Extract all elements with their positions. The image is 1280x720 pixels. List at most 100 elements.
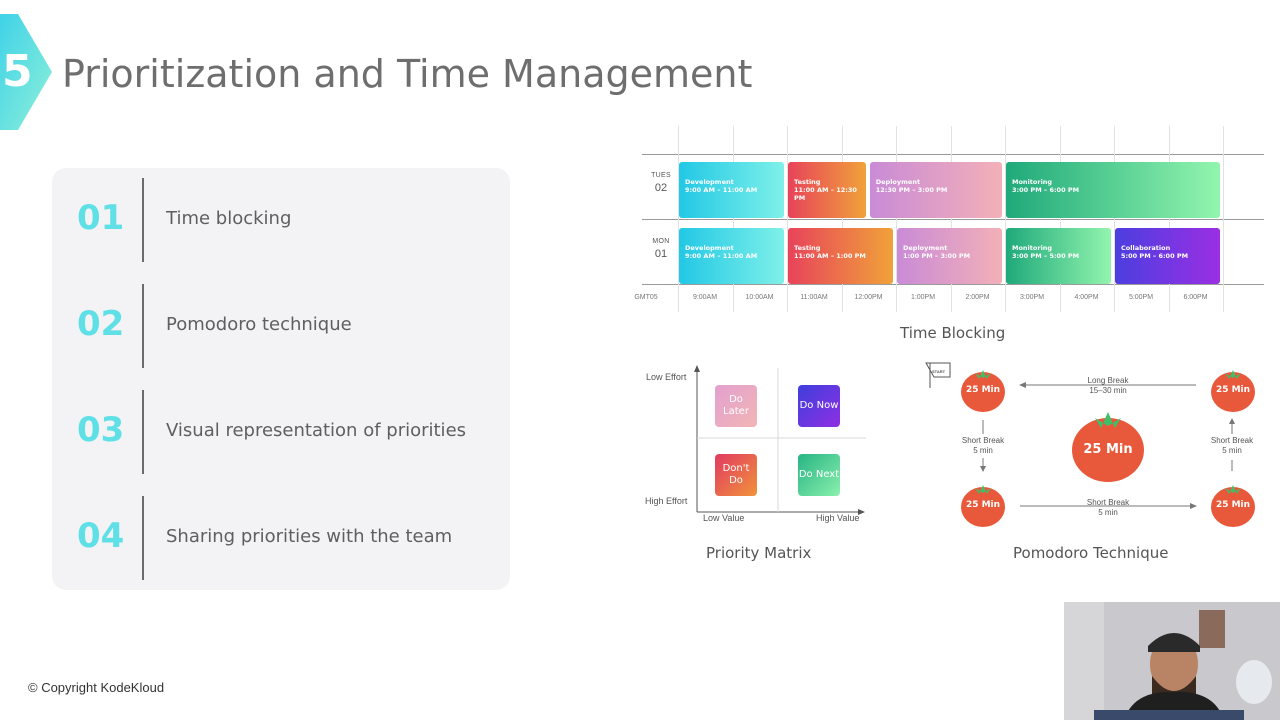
time-block-name: Testing	[794, 178, 821, 186]
topic-item: 02 Pomodoro technique	[52, 284, 510, 368]
section-number: 5	[2, 46, 33, 97]
tomato-label: 25 Min	[965, 500, 1001, 510]
hour-gridline	[841, 126, 843, 312]
short-break-time: 5 min	[1222, 446, 1242, 455]
time-block-range: 3:00 PM – 6:00 PM	[1012, 186, 1080, 194]
slide-title: Prioritization and Time Management	[62, 52, 753, 96]
topic-number: 03	[77, 410, 125, 450]
time-tick-label: 9:00AM	[692, 294, 718, 301]
topic-label: Pomodoro technique	[166, 314, 352, 335]
time-block-development: Development 9:00 AM – 11:00 AM	[679, 162, 784, 218]
hour-gridline	[787, 126, 788, 312]
time-block-name: Collaboration	[1121, 244, 1171, 252]
priority-matrix: Low Effort High Effort Low Value High Va…	[640, 362, 880, 530]
time-tick-label: 3:00PM	[1019, 294, 1045, 301]
time-tick-label: 4:00PM	[1074, 294, 1099, 301]
tomato-top-right: 25 Min	[1209, 365, 1257, 413]
time-block-range: 11:00 AM – 1:00 PM	[794, 252, 866, 260]
row-line	[642, 284, 1264, 285]
time-block-deployment: Deployment 12:30 PM – 3:00 PM	[869, 162, 1002, 218]
short-break-text: Short Break	[961, 436, 1005, 445]
time-block-range: 3:00 PM – 5:00 PM	[1012, 252, 1080, 260]
time-block-deployment: Deployment 1:00 PM – 3:00 PM	[897, 228, 1002, 284]
time-block-range: 9:00 AM – 11:00 AM	[685, 252, 758, 260]
tomato-top-left: 25 Min	[959, 365, 1007, 413]
tomato-center: 25 Min	[1070, 406, 1146, 484]
hour-gridline	[896, 126, 897, 312]
topic-item: 01 Time blocking	[52, 178, 510, 262]
time-block-name: Monitoring	[1012, 244, 1053, 252]
time-block-testing: Testing 11:00 AM – 12:30 PM	[788, 162, 866, 218]
y-axis-top-label: Low Effort	[646, 372, 687, 382]
tomato-label: 25 Min	[1215, 500, 1251, 510]
time-block-testing: Testing 11:00 AM – 1:00 PM	[788, 228, 893, 284]
start-flag: START	[932, 369, 946, 374]
short-break-text: Short Break	[1210, 436, 1254, 445]
hour-gridline	[1059, 126, 1061, 312]
time-tick-label: 11:00AM	[800, 294, 828, 301]
row-line	[642, 219, 1264, 220]
time-block-name: Development	[685, 178, 734, 186]
topics-card: 01 Time blocking 02 Pomodoro technique 0…	[52, 168, 510, 590]
time-block-collaboration: Collaboration 5:00 PM – 6:00 PM	[1115, 228, 1220, 284]
time-block-name: Deployment	[903, 244, 948, 252]
tomato-label: 25 Min	[1083, 442, 1133, 457]
divider	[142, 390, 144, 474]
time-block-name: Monitoring	[1012, 178, 1053, 186]
topic-label: Sharing priorities with the team	[166, 526, 453, 547]
hour-gridline	[950, 126, 952, 312]
copyright: © Copyright KodeKloud	[28, 680, 165, 695]
divider	[142, 496, 144, 580]
hour-gridline	[732, 126, 734, 312]
time-blocking-caption: Time Blocking	[900, 324, 1006, 342]
topic-item: 03 Visual representation of priorities	[52, 390, 510, 474]
time-blocking-diagram: TUES 02 MON 01 GMT05 9:00AM 10:00AM 11:00A…	[634, 126, 1264, 316]
day-of-week: TUES	[651, 172, 671, 179]
tomato-icon	[961, 485, 1005, 527]
tomato-bottom-left: 25 Min	[959, 480, 1007, 528]
divider	[142, 178, 144, 262]
tomato-bottom-right: 25 Min	[1209, 480, 1257, 528]
day-label-mon: MON 01	[644, 238, 678, 260]
long-break-text: Long Break	[1087, 376, 1129, 385]
tomato-label: 25 Min	[1215, 385, 1251, 395]
hour-gridline	[678, 126, 679, 312]
tomato-label: 25 Min	[965, 385, 1001, 395]
long-break-label: Long Break 15–30 min	[1076, 376, 1140, 396]
time-block-name: Deployment	[875, 178, 921, 186]
do-next-box: Do Next	[798, 454, 840, 496]
short-break-time: 5 min	[1098, 508, 1118, 517]
pomodoro-diagram: START 25 Min 25 Min 25 Min 25 Min 25 Min…	[920, 360, 1270, 530]
tomato-icon	[961, 370, 1005, 412]
do-now-box: Do Now	[798, 385, 840, 427]
priority-matrix-caption: Priority Matrix	[706, 544, 812, 562]
time-block-range: 9:00 AM – 11:00 AM	[685, 186, 758, 194]
time-block-range: 11:00 AM – 12:30 PM	[794, 186, 857, 202]
topic-label: Visual representation of priorities	[166, 420, 467, 441]
time-block-range: 1:00 PM – 3:00 PM	[903, 252, 971, 260]
time-tick-label: 2:00PM	[965, 294, 990, 301]
short-break-bottom: Short Break 5 min	[1077, 498, 1139, 518]
time-block-range: 12:30 PM – 3:00 PM	[875, 186, 948, 194]
short-break-left: Short Break 5 min	[952, 436, 1014, 456]
tomato-icon	[1072, 412, 1144, 482]
hour-gridline	[1168, 126, 1170, 312]
topic-label: Time blocking	[166, 208, 292, 229]
time-block-name: Development	[685, 244, 734, 252]
time-tick-label: 6:00PM	[1183, 294, 1208, 301]
day-label-tues: TUES 02	[644, 172, 678, 194]
day-date: 01	[654, 248, 668, 260]
pomodoro-arrows	[925, 362, 1235, 509]
x-axis-right-label: High Value	[816, 513, 860, 523]
time-block-name: Testing	[794, 244, 821, 252]
day-date: 02	[654, 182, 668, 194]
pomodoro-caption: Pomodoro Technique	[1013, 544, 1169, 562]
time-block-range: 5:00 PM – 6:00 PM	[1121, 252, 1189, 260]
long-break-time: 15–30 min	[1089, 386, 1127, 395]
time-block-monitoring: Monitoring 3:00 PM – 5:00 PM	[1006, 228, 1111, 284]
time-block-development: Development 9:00 AM – 11:00 AM	[679, 228, 784, 284]
hour-gridline	[1223, 126, 1224, 312]
time-tick-label: 12:00PM	[854, 294, 883, 301]
timezone-label: GMT05	[634, 294, 658, 301]
short-break-time: 5 min	[973, 446, 993, 455]
